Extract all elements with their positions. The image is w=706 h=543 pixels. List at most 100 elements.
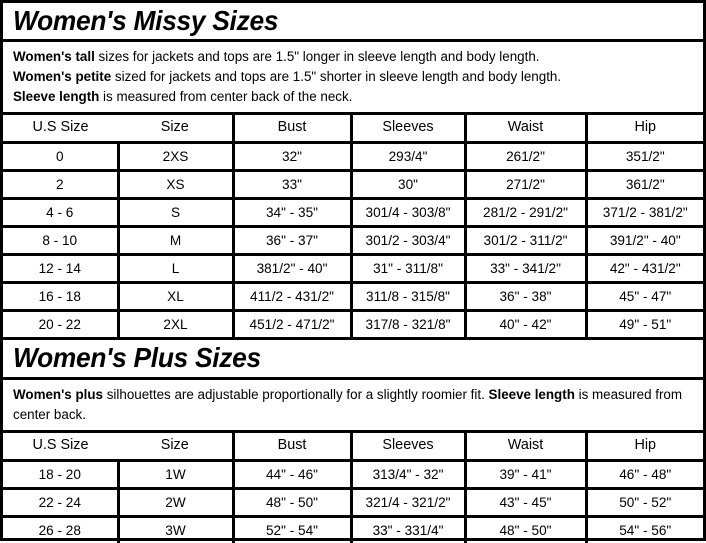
- cell-sleeves: 293/4": [351, 142, 467, 173]
- cell-us-size: 12 - 14: [3, 254, 120, 285]
- plus-note-lead: Women's plus: [13, 386, 103, 402]
- cell-us-size: 4 - 6: [3, 198, 120, 229]
- column-header-hip: Hip: [586, 115, 703, 145]
- cell-bust: 36" - 37": [233, 226, 353, 257]
- plus-title-band: Women's Plus Sizes: [3, 337, 703, 380]
- column-header-us-size: U.S Size: [3, 433, 118, 463]
- column-header-size: Size: [118, 115, 235, 145]
- cell-size: XS: [118, 170, 235, 201]
- cell-bust: 34" - 35": [233, 198, 353, 229]
- cell-size: 2XL: [118, 310, 235, 338]
- column-header-bust: Bust: [233, 433, 353, 463]
- cell-size: 1W: [118, 460, 235, 491]
- cell-size: 2W: [118, 488, 235, 519]
- cell-bust: 451/2 - 471/2": [233, 310, 353, 338]
- cell-size: 3W: [118, 516, 235, 543]
- cell-waist: 40" - 42": [465, 310, 588, 338]
- cell-hip: 45" - 47": [586, 282, 703, 313]
- column-header-waist: Waist: [465, 433, 588, 463]
- column-header-us-size: U.S Size: [3, 115, 118, 145]
- missy-note-lead: Women's petite: [13, 69, 112, 85]
- cell-sleeves: 301/2 - 303/4": [351, 226, 467, 257]
- cell-hip: 391/2" - 40": [586, 226, 703, 257]
- cell-waist: 48" - 50": [465, 516, 588, 543]
- cell-us-size: 22 - 24: [3, 488, 120, 519]
- table-row: 0 2XS 32" 293/4" 261/2" 351/2": [3, 142, 703, 173]
- cell-hip: 54" - 56": [619, 522, 672, 538]
- column-header-size: Size: [118, 433, 235, 463]
- cell-bust: 44" - 46": [233, 460, 353, 491]
- cell-waist: 36" - 38": [465, 282, 588, 313]
- table-row: 20 - 22 2XL 451/2 - 471/2" 317/8 - 321/8…: [3, 310, 703, 338]
- cell-hip: 50" - 52": [586, 488, 703, 519]
- cell-us-size: 2: [3, 170, 120, 201]
- cell-bust: 381/2" - 40": [233, 254, 353, 285]
- cell-bust: 52" - 54": [233, 516, 353, 543]
- missy-note-body: sizes for jackets and tops are 1.5" long…: [94, 49, 540, 65]
- table-row: 2 XS 33" 30" 271/2" 361/2": [3, 170, 703, 201]
- table-row: 22 - 24 2W 48" - 50" 321/4 - 321/2" 43" …: [3, 488, 703, 519]
- column-header-waist: Waist: [465, 115, 588, 145]
- cell-us-size: 16 - 18: [3, 282, 120, 313]
- cell-sleeves: 321/4 - 321/2": [351, 488, 467, 519]
- column-header-sleeves: Sleeves: [351, 433, 467, 463]
- column-header-hip: Hip: [586, 433, 703, 463]
- plus-size-table: U.S Size Size Bust Sleeves Waist Hip 18 …: [3, 433, 703, 543]
- plus-section-title: Women's Plus Sizes: [13, 342, 261, 374]
- cell-bust: 32": [233, 142, 353, 173]
- cell-size: S: [118, 198, 235, 229]
- cell-waist: 33" - 341/2": [465, 254, 588, 285]
- cell-bust: 48" - 50": [233, 488, 353, 519]
- missy-note-lead: Women's tall: [13, 49, 95, 65]
- cell-waist: 281/2 - 291/2": [465, 198, 588, 229]
- table-row: 26 - 28 3W 52" - 54" 33" - 331/4" 48" - …: [3, 516, 703, 543]
- missy-note-line: Women's tall sizes for jackets and tops …: [13, 47, 695, 67]
- table-row: 4 - 6 S 34" - 35" 301/4 - 303/8" 281/2 -…: [3, 198, 703, 229]
- missy-title-band: Women's Missy Sizes: [3, 3, 703, 43]
- cell-waist: 301/2 - 311/2": [465, 226, 588, 257]
- cell-hip: 371/2 - 381/2": [586, 198, 703, 229]
- missy-note-body: is measured from center back of the neck…: [99, 88, 353, 104]
- cell-bust: 33": [233, 170, 353, 201]
- cell-sleeves: 31" - 311/8": [351, 254, 467, 285]
- missy-note-body: sized for jackets and tops are 1.5" shor…: [111, 69, 562, 85]
- column-header-sleeves: Sleeves: [351, 115, 467, 145]
- cell-us-size: 0: [3, 142, 120, 173]
- missy-size-table: U.S Size Size Bust Sleeves Waist Hip 0 2…: [3, 115, 703, 338]
- cell-waist: 43" - 45": [465, 488, 588, 519]
- cell-size: L: [118, 254, 235, 285]
- cell-hip: 361/2": [586, 170, 703, 201]
- cell-waist: 39" - 41": [465, 460, 588, 491]
- cell-sleeves: 30": [351, 170, 467, 201]
- table-header-row: U.S Size Size Bust Sleeves Waist Hip: [3, 115, 703, 145]
- cell-hip: 49" - 51": [619, 316, 672, 332]
- plus-notes: Women's plus silhouettes are adjustable …: [3, 380, 703, 434]
- table-row: 18 - 20 1W 44" - 46" 313/4" - 32" 39" - …: [3, 460, 703, 491]
- cell-us-size: 20 - 22: [3, 310, 120, 338]
- cell-bust: 411/2 - 431/2": [233, 282, 353, 313]
- missy-note-line: Sleeve length is measured from center ba…: [13, 87, 695, 107]
- missy-section-title: Women's Missy Sizes: [13, 5, 279, 36]
- cell-hip: 351/2": [586, 142, 703, 173]
- table-header-row: U.S Size Size Bust Sleeves Waist Hip: [3, 433, 703, 463]
- cell-sleeves: 33" - 331/4": [351, 516, 467, 543]
- plus-note-line: Women's plus silhouettes are adjustable …: [13, 385, 695, 424]
- column-header-bust: Bust: [233, 115, 353, 145]
- missy-notes: Women's tall sizes for jackets and tops …: [3, 42, 703, 116]
- cell-sleeves: 317/8 - 321/8": [351, 310, 467, 338]
- plus-note-body-2: is measured from center back.: [13, 386, 683, 422]
- table-row: 8 - 10 M 36" - 37" 301/2 - 303/4" 301/2 …: [3, 226, 703, 257]
- cell-us-size: 26 - 28: [3, 516, 120, 543]
- cell-us-size: 18 - 20: [3, 460, 120, 491]
- cell-sleeves: 313/4" - 32": [351, 460, 467, 491]
- table-row: 12 - 14 L 381/2" - 40" 31" - 311/8" 33" …: [3, 254, 703, 285]
- cell-size: 2XS: [118, 142, 235, 173]
- cell-size: M: [118, 226, 235, 257]
- cell-waist: 271/2": [465, 170, 588, 201]
- cell-us-size: 8 - 10: [3, 226, 120, 257]
- cell-hip: 42" - 431/2": [586, 254, 703, 285]
- missy-note-line: Women's petite sized for jackets and top…: [13, 67, 695, 87]
- cell-sleeves: 301/4 - 303/8": [351, 198, 467, 229]
- table-row: 16 - 18 XL 411/2 - 431/2" 311/8 - 315/8"…: [3, 282, 703, 313]
